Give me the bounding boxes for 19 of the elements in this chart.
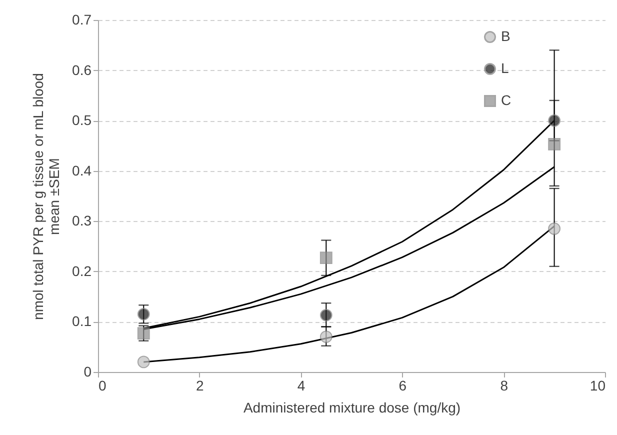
- x-tick-label: 8: [500, 378, 508, 394]
- legend-label: B: [501, 28, 510, 44]
- y-axis-title: nmol total PYR per g tissue or mL blood mean ±SEM: [30, 73, 62, 320]
- legend-label: L: [501, 60, 509, 76]
- y-tick-label: 0.5: [72, 112, 92, 128]
- y-tick-label: 0: [84, 364, 92, 380]
- x-tick-label: 4: [297, 378, 306, 394]
- y-tick-label: 0.2: [72, 262, 92, 279]
- x-tick-label: 6: [398, 378, 407, 394]
- x-tick-label: 2: [196, 378, 204, 394]
- y-tick-label: 0.6: [72, 62, 92, 78]
- y-tick-label: 0.3: [72, 212, 92, 229]
- legend-label: C: [501, 92, 512, 108]
- x-tick-label: 10: [590, 378, 606, 394]
- x-axis-title: Administered mixture dose (mg/kg): [243, 400, 461, 416]
- y-tick-label: 0.1: [72, 313, 92, 330]
- y-tick-label: 0.7: [72, 12, 92, 28]
- y-tick-label: 0.4: [72, 162, 92, 178]
- x-tick-label: 0: [98, 378, 106, 394]
